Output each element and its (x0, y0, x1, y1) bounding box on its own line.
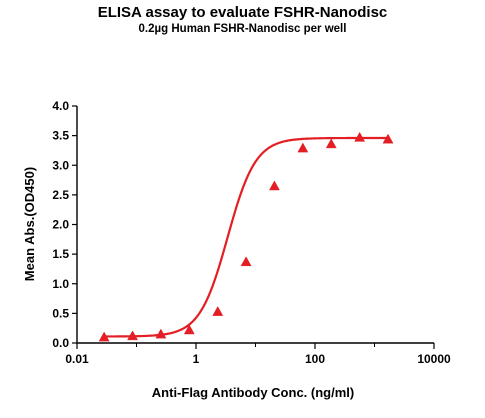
data-points-layer (98, 131, 394, 342)
x-tick-label: 100 (305, 352, 325, 366)
y-tick-label: 2.5 (52, 188, 69, 202)
data-point-triangle (155, 328, 167, 339)
fit-curve-layer (103, 136, 390, 338)
chart-title: ELISA assay to evaluate FSHR-Nanodisc (97, 4, 388, 21)
x-tick-label: 0.01 (65, 352, 89, 366)
fit-curve (103, 136, 390, 338)
y-tick-label: 4.0 (52, 99, 69, 113)
chart-subtitle: 0.2µg Human FSHR-Nanodisc per well (138, 23, 347, 35)
y-axis-label: Mean Abs.(OD450) (22, 167, 37, 281)
y-tick-label: 0.0 (52, 336, 69, 350)
data-point-triangle (240, 256, 252, 267)
y-tick-label: 2.0 (52, 218, 69, 232)
y-tick-label: 1.5 (52, 247, 69, 261)
x-tick-label: 1 (193, 352, 200, 366)
data-point-triangle (183, 324, 195, 335)
y-tick-label: 3.5 (52, 129, 69, 143)
data-point-triangle (382, 133, 394, 144)
x-tick-label: 10000 (417, 352, 451, 366)
axes: 0.0 0.5 1.0 1.5 2.0 2.5 3.0 3.5 4.0 0.01 1 100 10000 (52, 99, 451, 366)
y-tick-label: 1.0 (52, 277, 69, 291)
y-tick-label: 3.0 (52, 158, 69, 172)
data-point-triangle (212, 306, 224, 316)
data-point-triangle (354, 131, 366, 142)
data-point-triangle (297, 142, 309, 153)
x-axis-label: Anti-Flag Antibody Conc. (ng/ml) (152, 385, 354, 400)
data-point-triangle (98, 331, 110, 342)
data-point-triangle (325, 138, 337, 149)
data-point-triangle (268, 180, 280, 191)
y-tick-label: 0.5 (52, 306, 69, 320)
data-point-triangle (127, 330, 138, 341)
